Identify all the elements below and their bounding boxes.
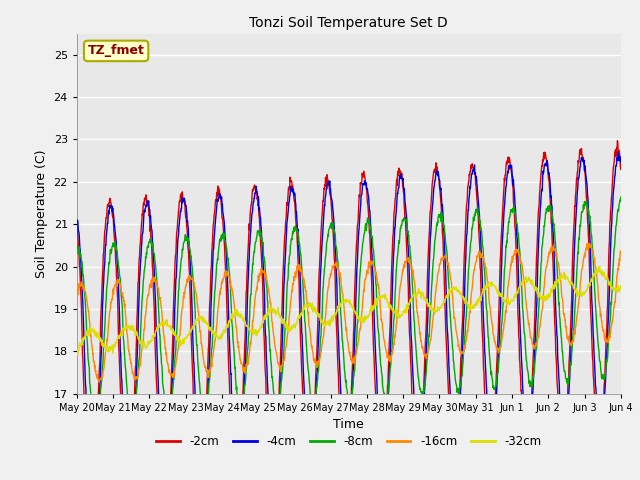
Title: Tonzi Soil Temperature Set D: Tonzi Soil Temperature Set D — [250, 16, 448, 30]
Y-axis label: Soil Temperature (C): Soil Temperature (C) — [35, 149, 48, 278]
Legend: -2cm, -4cm, -8cm, -16cm, -32cm: -2cm, -4cm, -8cm, -16cm, -32cm — [151, 430, 547, 453]
X-axis label: Time: Time — [333, 418, 364, 431]
Text: TZ_fmet: TZ_fmet — [88, 44, 145, 58]
